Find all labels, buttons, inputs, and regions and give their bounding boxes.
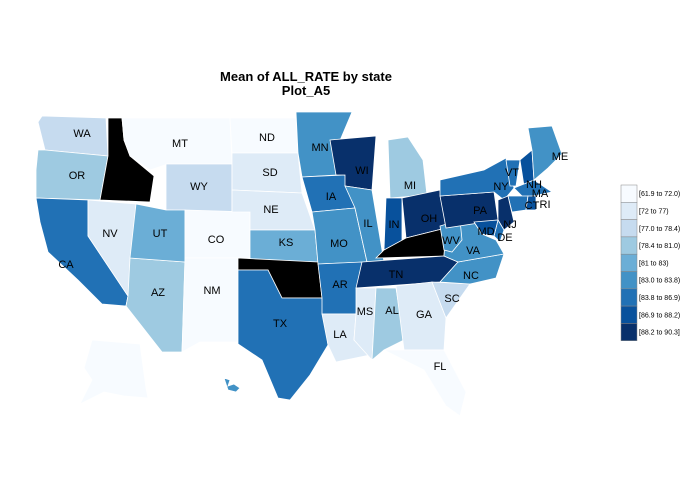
state-tx	[237, 269, 329, 401]
state-label-pa: PA	[473, 205, 488, 217]
state-label-mi: MI	[404, 180, 416, 192]
state-label-mo: MO	[330, 238, 348, 250]
state-fl	[383, 349, 467, 417]
state-label-ct: CT	[525, 200, 540, 212]
legend-label: [86.9 to 88.2)	[639, 312, 680, 319]
legend-swatch	[620, 288, 638, 307]
state-label-nm: NM	[203, 285, 220, 297]
legend-swatch	[620, 305, 638, 324]
legend-label: [83.8 to 86.9)	[639, 295, 680, 302]
state-label-wy: WY	[190, 181, 208, 193]
state-ny	[439, 157, 515, 201]
state-label-fl: FL	[434, 361, 447, 373]
legend-label: [88.2 to 90.3]	[639, 330, 680, 337]
state-label-ri: RI	[540, 199, 551, 211]
legend-swatch	[620, 271, 638, 290]
state-ri	[525, 195, 537, 211]
chart-title: Mean of ALL_RATE by state	[220, 69, 392, 84]
state-label-al: AL	[385, 305, 398, 317]
state-label-ca: CA	[58, 259, 74, 271]
state-label-sd: SD	[262, 167, 277, 179]
state-label-md: MD	[477, 226, 494, 238]
state-label-sc: SC	[444, 293, 459, 305]
state-al	[371, 287, 405, 361]
state-ma	[513, 179, 554, 199]
state-ak	[79, 339, 149, 405]
state-nc	[439, 253, 505, 285]
state-label-nh: NH	[526, 179, 542, 191]
state-label-tn: TN	[389, 269, 404, 281]
state-label-az: AZ	[151, 287, 165, 299]
state-label-vt: VT	[505, 167, 519, 179]
state-label-nc: NC	[463, 270, 479, 282]
legend-swatch	[620, 202, 638, 220]
legend-swatch	[620, 236, 638, 255]
state-label-ga: GA	[416, 309, 433, 321]
state-nm	[181, 257, 239, 353]
legend-label: [78.4 to 81.0)	[639, 243, 680, 250]
state-me	[527, 125, 563, 181]
state-label-nv: NV	[102, 228, 118, 240]
state-label-mt: MT	[172, 138, 188, 150]
state-label-il: IL	[363, 218, 372, 230]
state-label-ks: KS	[279, 237, 294, 249]
state-md	[473, 219, 499, 237]
legend-label: [77.0 to 78.4)	[639, 226, 680, 233]
state-labels-layer: WA OR CA NV AZ MT WY UT CO NM ND SD NE KS TX MN IA MO AR LA…	[58, 128, 568, 373]
legend-label: [83.0 to 83.8)	[639, 278, 680, 285]
state-label-or: OR	[69, 170, 86, 182]
state-label-oh: OH	[421, 213, 438, 225]
state-label-wa: WA	[73, 128, 91, 140]
chart-subtitle: Plot_A5	[282, 83, 330, 98]
legend-label: [72 to 77)	[639, 208, 669, 215]
state-label-nd: ND	[259, 132, 275, 144]
state-hi	[223, 377, 241, 393]
state-label-ia: IA	[326, 191, 337, 203]
state-label-me: ME	[552, 151, 569, 163]
state-nj	[497, 195, 515, 231]
state-label-ma: MA	[532, 188, 549, 200]
state-label-va: VA	[466, 245, 481, 257]
state-label-wi: WI	[355, 165, 368, 177]
state-ms	[353, 287, 377, 361]
legend-label: [61.9 to 72.0)	[639, 191, 680, 198]
state-label-nj: NJ	[503, 219, 516, 231]
state-label-ny: NY	[493, 181, 509, 193]
state-mi	[387, 136, 428, 199]
state-label-wv: WV	[442, 235, 460, 247]
state-vt	[505, 159, 521, 187]
legend: [61.9 to 72.0) [72 to 77) [77.0 to 78.4) [7…	[620, 184, 680, 341]
state-label-tx: TX	[273, 318, 288, 330]
state-label-ne: NE	[263, 204, 278, 216]
state-label-la: LA	[333, 329, 347, 341]
state-label-ut: UT	[153, 228, 168, 240]
state-ga	[395, 281, 447, 351]
legend-swatch	[620, 323, 638, 341]
legend-label: [81 to 83)	[639, 260, 669, 267]
state-label-mn: MN	[311, 142, 328, 154]
state-label-co: CO	[208, 234, 225, 246]
states-layer	[35, 111, 563, 417]
state-label-de: DE	[497, 232, 512, 244]
state-label-in: IN	[389, 219, 400, 231]
state-label-ms: MS	[357, 306, 374, 318]
state-az	[125, 257, 186, 353]
legend-swatch	[620, 253, 638, 272]
state-label-ar: AR	[332, 279, 347, 291]
state-wa	[37, 115, 109, 157]
legend-swatch	[620, 219, 638, 238]
legend-swatch	[620, 184, 638, 203]
